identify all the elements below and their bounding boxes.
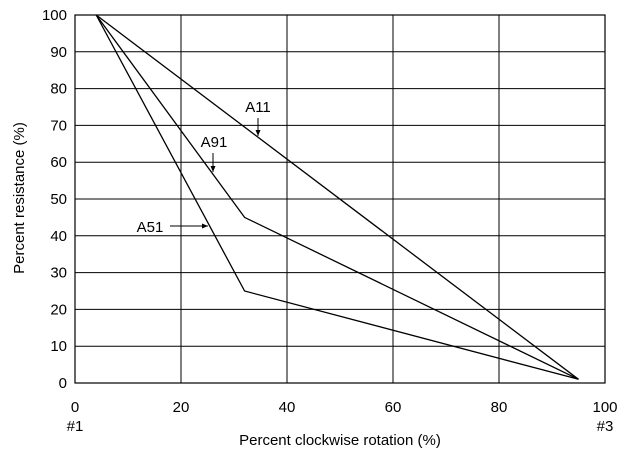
x-end-label-left: #1 [67,418,84,435]
y-tick-label: 80 [50,81,67,98]
x-tick-label: 40 [279,399,296,416]
y-tick-label: 0 [59,375,67,392]
leader-arrowhead [255,130,261,136]
series-line-a91 [95,14,579,380]
x-tick-label: 100 [592,399,617,416]
leader-arrowhead [210,166,216,172]
series-line-a51 [95,14,579,380]
y-axis-title: Percent resistance (%) [11,122,28,274]
series-label-a11: A11 [245,99,271,116]
y-tick-label: 30 [50,265,67,282]
y-tick-label: 90 [50,44,67,61]
x-axis-title: Percent clockwise rotation (%) [239,432,441,449]
x-tick-label: 20 [173,399,190,416]
y-tick-label: 70 [50,117,67,134]
x-tick-label: 60 [385,399,402,416]
x-end-label-right: #3 [597,418,614,435]
leader-arrowhead [202,223,208,229]
series-annotations: A11 A91 A51 [137,99,271,236]
y-tick-label: 60 [50,154,67,171]
series-label-a51: A51 [137,219,164,236]
y-tick-label: 40 [50,228,67,245]
x-tick-label: 0 [71,399,79,416]
x-tick-label: 80 [491,399,508,416]
tick-labels: 0 10 20 30 40 50 60 70 80 90 100 0 20 40 60 80 100 #1 #3 [42,7,618,435]
y-tick-label: 10 [50,338,67,355]
series-label-a91: A91 [201,134,228,151]
y-tick-label: 50 [50,191,67,208]
y-tick-label: 20 [50,301,67,318]
series-lines [95,14,579,380]
y-tick-label: 100 [42,7,67,24]
series-line-a11 [95,14,579,380]
